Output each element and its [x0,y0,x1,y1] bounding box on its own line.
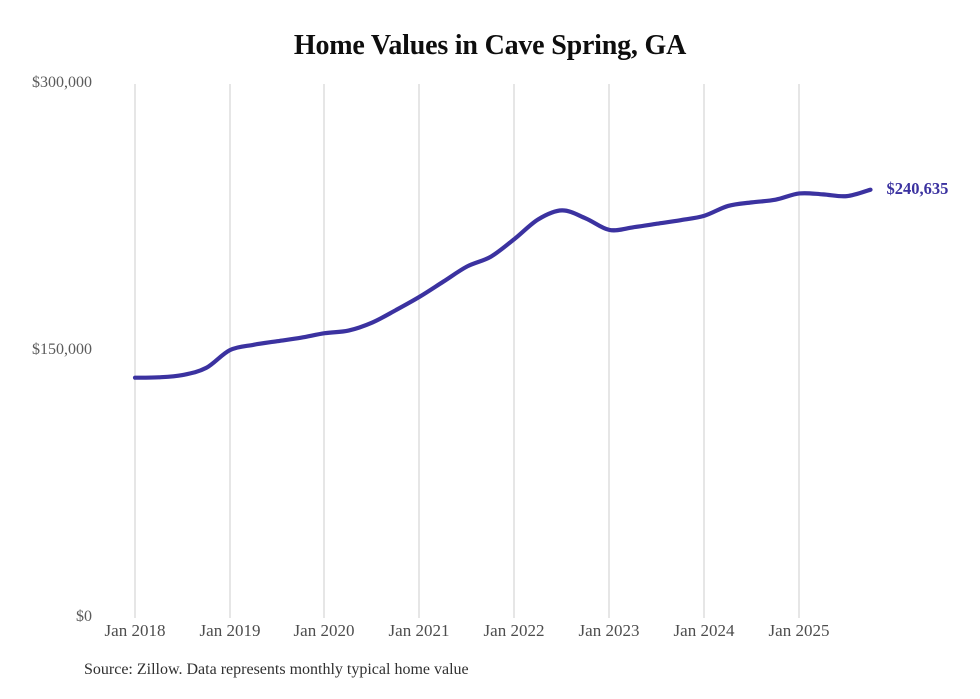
xtick-label-jan-2024: Jan 2024 [673,621,735,640]
xtick-label-jan-2018: Jan 2018 [104,621,166,640]
chart-title: Home Values in Cave Spring, GA [293,30,687,61]
home-value-series-line [132,187,873,380]
ytick-label-150000: $150,000 [32,341,92,358]
source-note: Source: Zillow. Data represents monthly … [84,661,469,678]
xtick-label-jan-2025: Jan 2025 [768,621,830,640]
xtick-label-jan-2023: Jan 2023 [578,621,640,640]
xtick-label-jan-2020: Jan 2020 [293,621,355,640]
xtick-label-jan-2019: Jan 2019 [199,621,261,640]
end-value-label: $240,635 [886,178,949,198]
xtick-label-jan-2022: Jan 2022 [483,621,545,640]
ytick-label-0: $0 [76,608,92,625]
ytick-label-300000: $300,000 [32,74,92,91]
gridlines [134,84,800,618]
xtick-label-jan-2021: Jan 2021 [388,621,450,640]
